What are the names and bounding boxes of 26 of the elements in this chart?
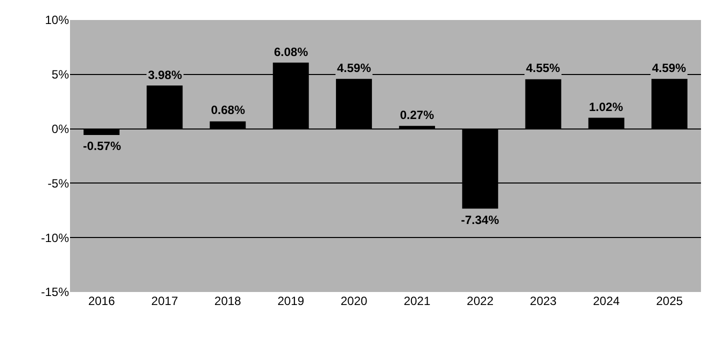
- x-tick-label: 2016: [88, 294, 116, 308]
- y-tick-label: -5%: [48, 176, 70, 190]
- x-tick-label: 2021: [404, 294, 431, 308]
- y-tick-label: 5%: [52, 68, 70, 82]
- y-tick-label: 10%: [44, 13, 70, 28]
- x-tick-label: 2020: [340, 294, 368, 308]
- y-tick-label: 0%: [52, 122, 70, 136]
- x-tick-label: 2019: [278, 294, 305, 308]
- data-label: -0.57%: [83, 139, 122, 153]
- x-tick-label: 2024: [593, 294, 620, 308]
- data-label: 3.98%: [148, 68, 182, 82]
- data-label: 4.59%: [337, 61, 372, 75]
- data-label: 4.59%: [652, 61, 686, 75]
- x-tick-label: 2022: [466, 294, 494, 308]
- y-tick-label: -10%: [40, 230, 70, 245]
- data-label: 0.27%: [400, 108, 434, 122]
- data-label: 1.02%: [589, 100, 624, 114]
- x-tick-label: 2017: [151, 294, 178, 308]
- data-label: -7.34%: [461, 213, 500, 227]
- x-tick-label: 2025: [656, 294, 684, 308]
- data-label: 6.08%: [274, 45, 308, 59]
- data-label: 0.68%: [211, 103, 246, 117]
- x-tick-label: 2018: [214, 294, 242, 308]
- x-tick-label: 2023: [530, 294, 557, 308]
- y-tick-label: -15%: [40, 285, 70, 300]
- data-label: 4.55%: [526, 61, 560, 75]
